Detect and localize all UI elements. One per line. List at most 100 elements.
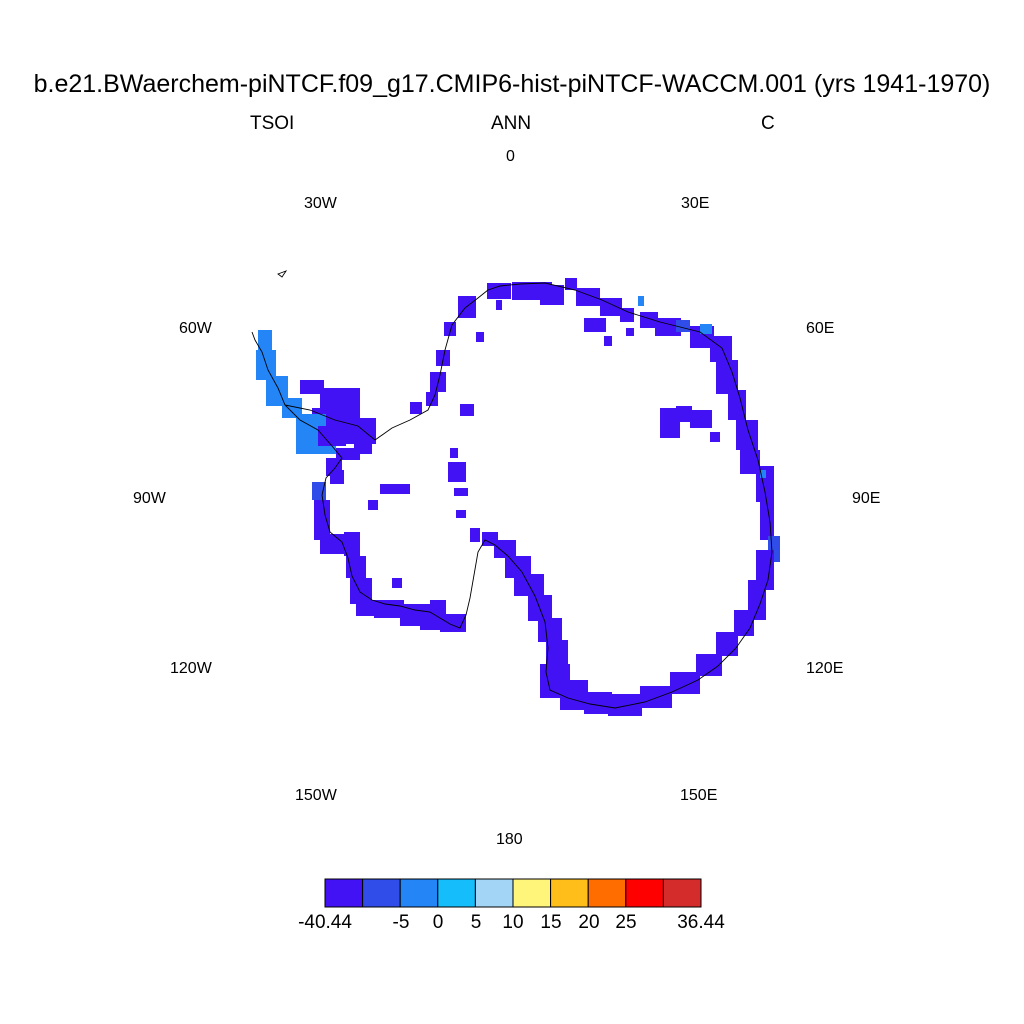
data-cell — [460, 404, 474, 416]
colorbar-box — [399, 878, 439, 908]
lon-label-60e: 60E — [806, 320, 835, 337]
colorbar-box — [437, 878, 476, 908]
colorbar-label: 20 — [578, 912, 600, 933]
data-cell — [482, 532, 498, 546]
data-cell — [670, 672, 700, 694]
data-cell — [368, 500, 378, 510]
data-cell — [374, 600, 404, 618]
data-cell — [640, 686, 672, 708]
colorbar-label: 10 — [502, 912, 524, 933]
data-cell — [448, 462, 466, 482]
data-cell — [258, 330, 272, 354]
data-cell — [716, 632, 738, 656]
colorbar-label: 0 — [432, 912, 444, 933]
lon-label-30e: 30E — [681, 195, 710, 212]
data-cell — [690, 410, 712, 428]
data-cell — [728, 390, 746, 420]
colorbar-box — [474, 878, 514, 908]
variable-label: TSOI — [250, 113, 295, 134]
data-cell — [660, 408, 680, 438]
data-cell — [676, 406, 692, 422]
data-cell — [540, 285, 564, 305]
colorbar-box — [362, 878, 401, 908]
data-cell — [356, 600, 378, 616]
data-cell — [312, 482, 326, 500]
data-cell — [608, 694, 642, 716]
colorbar — [324, 878, 702, 908]
data-cell — [314, 500, 330, 540]
data-cell — [565, 278, 577, 290]
data-cell — [380, 484, 410, 494]
colorbar-box — [662, 878, 702, 908]
lon-label-90w: 90W — [133, 490, 166, 507]
season-label: ANN — [491, 113, 532, 134]
colorbar-label: 36.44 — [677, 912, 725, 933]
data-cell — [584, 318, 606, 332]
colorbar-label: -5 — [392, 912, 410, 933]
data-cell — [350, 578, 372, 604]
data-cell — [604, 336, 612, 346]
data-cell — [318, 426, 346, 446]
data-cell — [354, 438, 372, 454]
data-cell — [760, 470, 766, 478]
lon-label-150e: 150E — [680, 787, 718, 804]
data-cell — [640, 312, 658, 328]
lon-label-180: 180 — [496, 831, 523, 848]
plot-title: b.e21.BWaerchem-piNTCF.f09_g17.CMIP6-his… — [33, 70, 991, 98]
colorbar-box — [550, 878, 589, 908]
lon-label-120w: 120W — [170, 660, 212, 677]
data-cell — [456, 510, 466, 518]
data-cell — [576, 288, 600, 306]
colorbar-label: 25 — [615, 912, 637, 933]
data-cell — [346, 556, 366, 578]
data-cells — [256, 278, 780, 716]
lon-label-0: 0 — [506, 148, 515, 165]
lon-label-150w: 150W — [295, 787, 337, 804]
data-cell — [700, 324, 712, 334]
data-cell — [696, 654, 722, 676]
data-cell — [450, 448, 458, 458]
island-outline — [277, 270, 288, 278]
data-cell — [638, 296, 644, 306]
data-cell — [320, 534, 344, 554]
colorbar-box — [324, 878, 364, 908]
data-cell — [600, 298, 622, 316]
colorbar-box — [587, 878, 627, 908]
colorbar-label: 15 — [540, 912, 562, 933]
lon-label-120e: 120E — [806, 660, 844, 677]
data-cell — [444, 322, 456, 336]
data-cell — [454, 488, 468, 496]
data-cell — [676, 320, 690, 332]
data-cell — [320, 388, 360, 410]
data-cell — [710, 432, 720, 442]
lon-label-60w: 60W — [179, 320, 212, 337]
data-cell — [430, 600, 446, 614]
data-cell — [546, 640, 568, 666]
data-cell — [470, 528, 480, 542]
data-cell — [410, 402, 422, 414]
data-cell — [487, 283, 511, 299]
colorbar-box — [625, 878, 664, 908]
units-label: C — [761, 113, 775, 134]
data-cell — [392, 578, 402, 588]
data-cell — [620, 308, 634, 322]
data-cell — [716, 360, 738, 394]
data-cell — [710, 336, 732, 362]
data-cell — [282, 398, 302, 418]
colorbar-label: 5 — [470, 912, 482, 933]
data-cell — [626, 328, 634, 336]
data-cell — [494, 540, 516, 558]
colorbar-label: -40.44 — [298, 912, 352, 933]
data-cell — [584, 692, 612, 714]
data-cell — [426, 392, 438, 406]
data-cell — [344, 532, 360, 556]
data-cell — [540, 664, 570, 698]
colorbar-box — [512, 878, 552, 908]
data-cell — [496, 300, 502, 310]
lon-label-30w: 30W — [304, 195, 337, 212]
data-cell — [300, 380, 324, 394]
data-cell — [330, 470, 344, 484]
coastline — [251, 282, 773, 709]
lon-label-90e: 90E — [852, 490, 881, 507]
